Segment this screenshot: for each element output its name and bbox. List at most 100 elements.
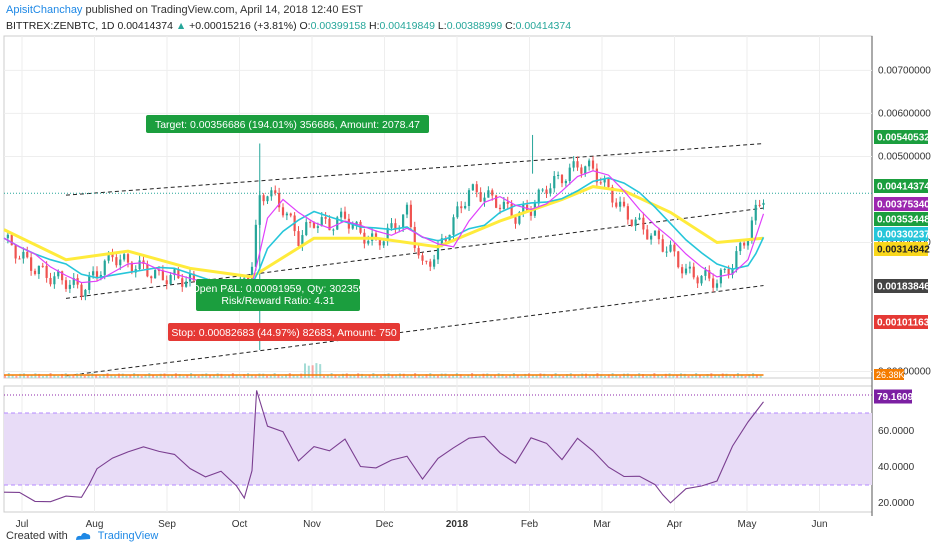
candle-body: [95, 271, 99, 278]
candle-body: [514, 217, 517, 224]
volume-bar: [558, 374, 561, 378]
candle-body: [115, 257, 118, 266]
candle-body: [483, 197, 486, 202]
author-name[interactable]: ApisitChanchay: [6, 4, 83, 16]
tradingview-brand[interactable]: TradingView: [97, 530, 159, 542]
volume-bar: [360, 373, 363, 378]
candle-body: [394, 223, 397, 229]
candle-body: [444, 238, 447, 242]
volume-bar: [95, 374, 98, 378]
price-label-text: 0.00101163: [877, 318, 930, 329]
candle-body: [340, 211, 343, 218]
candle-body: [181, 278, 184, 287]
open-pl-annotation-box: [196, 279, 360, 311]
price-label-box: [874, 315, 928, 329]
candle-body: [498, 207, 502, 210]
volume-bar: [201, 373, 204, 378]
volume-bar: [269, 375, 272, 378]
candle-body: [309, 222, 312, 224]
volume-bar: [243, 374, 246, 378]
volume-bar: [474, 374, 477, 378]
volume-bar: [641, 374, 644, 378]
volume-bar: [254, 375, 257, 378]
ema-pink-line: [3, 170, 765, 294]
open-pl-annotation-text: Risk/Reward Ratio: 4.31: [221, 295, 334, 307]
volume-bar: [53, 374, 56, 378]
open-pl-annotation-text: Open P&L: 0.00091959, Qty: 302359: [192, 283, 365, 295]
candle-body: [646, 229, 649, 240]
candle-body: [661, 239, 664, 252]
candle-body: [297, 231, 300, 246]
channel-line: [65, 207, 764, 299]
volume-bar: [136, 374, 139, 378]
candle-body: [57, 271, 60, 277]
volume-bar: [478, 375, 481, 378]
candle-body: [541, 189, 544, 191]
x-tick-label: May: [738, 519, 757, 530]
candle-body: [630, 219, 633, 226]
volume-bar: [664, 373, 667, 378]
candle-body: [584, 166, 587, 174]
volume-bar: [748, 374, 751, 378]
volume-bar: [266, 375, 269, 378]
price-label-box: [874, 179, 928, 193]
volume-bar: [660, 375, 663, 378]
rsi-band: [4, 413, 872, 485]
candle-body: [351, 224, 354, 229]
candle-body: [634, 219, 637, 226]
price-label-box: [874, 242, 928, 256]
volume-bar: [129, 375, 132, 378]
price-label-box: [874, 279, 928, 293]
candle-body: [328, 218, 331, 231]
candle-body: [475, 184, 478, 193]
volume-bar: [60, 373, 63, 378]
rsi-value-box: [874, 389, 912, 404]
x-tick-label: Mar: [593, 519, 611, 530]
volume-bar: [702, 375, 705, 378]
candle-body: [123, 254, 126, 260]
ema-yellow-line: [3, 185, 764, 279]
x-tick-label: Oct: [232, 519, 248, 530]
candle-body: [599, 182, 602, 184]
candle-body: [487, 190, 490, 198]
candle-body: [49, 277, 52, 285]
volume-bar: [717, 375, 720, 378]
volume-bar: [68, 375, 71, 378]
candle-body: [669, 244, 672, 252]
volume-bar: [676, 375, 679, 378]
close-value: 0.00414374: [515, 20, 572, 32]
target-annotation-box: [146, 115, 429, 133]
candle-body: [367, 240, 370, 244]
volume-bar: [490, 375, 493, 378]
candle-body: [312, 222, 316, 228]
candle-body: [696, 277, 699, 284]
volume-bar: [250, 375, 253, 378]
candle-body: [61, 271, 64, 281]
volume-bar: [630, 375, 633, 378]
volume-bar: [729, 375, 732, 378]
volume-bar: [509, 374, 512, 378]
candle-body: [405, 204, 409, 215]
candle-body: [464, 205, 467, 209]
volume-bar: [300, 373, 303, 378]
candle-body: [452, 217, 455, 235]
candle-body: [92, 271, 95, 276]
channel-line: [65, 143, 764, 196]
volume-bar: [645, 375, 648, 378]
candle-body: [460, 206, 463, 209]
volume-bar: [706, 373, 709, 378]
candle-body: [421, 255, 424, 261]
y-tick-label: 0.00500000: [878, 151, 931, 162]
candle-body: [642, 217, 645, 230]
rsi-line: [3, 390, 764, 504]
candle-body: [374, 233, 378, 239]
candle-body: [26, 251, 29, 258]
volume-bar: [588, 375, 591, 378]
candle-body: [409, 204, 412, 227]
candle-body: [30, 257, 33, 271]
candle-body: [336, 217, 339, 230]
volume-bar: [402, 373, 405, 378]
candle-body: [743, 242, 746, 246]
candle-body: [88, 275, 91, 290]
